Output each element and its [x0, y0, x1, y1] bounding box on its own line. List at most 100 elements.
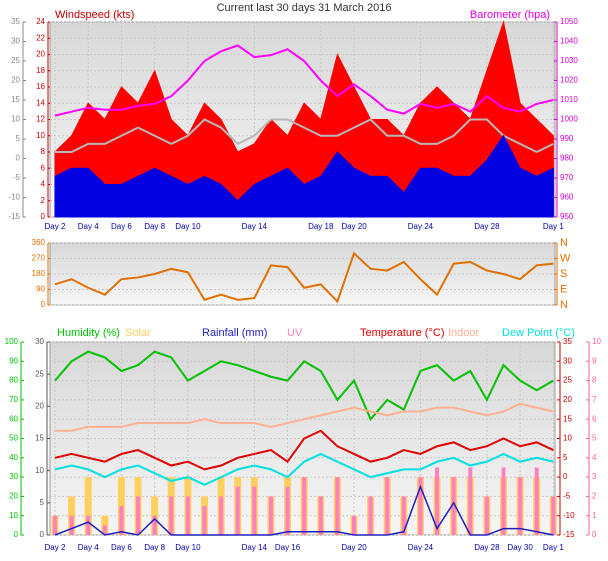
y-tick-label: 360 — [32, 238, 46, 247]
y-tick-label: 40 — [9, 453, 18, 462]
x-tick-label: Day 16 — [275, 543, 301, 552]
series-line — [54, 118, 554, 154]
y3-tick-label: 10 — [35, 466, 44, 475]
series-bar — [435, 467, 440, 535]
legend-label: UV — [287, 327, 303, 339]
y2-tick-label: 990 — [560, 134, 574, 143]
x-tick-label: Day 28 — [474, 543, 500, 552]
y-tick-label: 10 — [36, 131, 45, 140]
y3-tick-label: 15 — [35, 434, 44, 443]
y2-tick-label: 970 — [560, 173, 574, 182]
series-area — [54, 134, 554, 218]
y-tick-label: 22 — [36, 33, 45, 42]
x-tick-label: Day 24 — [408, 222, 434, 231]
y2-tick-label: N — [560, 299, 568, 311]
y-tick-label: 20 — [36, 50, 45, 59]
series-bar — [202, 506, 207, 535]
y2-tick-label: N — [560, 237, 568, 249]
y4-tick-label: 3 — [592, 472, 597, 481]
y-tick-label: 12 — [36, 115, 45, 124]
y2-tick-label: 20 — [563, 395, 572, 404]
series-bar — [302, 477, 307, 535]
series-line — [54, 44, 554, 117]
y-tick-label: 18 — [36, 66, 45, 75]
y2-tick-label: E — [560, 283, 567, 295]
y4-tick-label: 9 — [592, 356, 597, 365]
y2-tick-label: -10 — [563, 511, 575, 520]
y2-tick-label: 15 — [563, 414, 572, 423]
y4-tick-label: 1 — [592, 511, 597, 520]
y-tick-label: 24 — [36, 17, 45, 26]
series-bar — [401, 496, 406, 535]
series-bar — [351, 515, 356, 535]
x-tick-label: Day 1 — [543, 222, 564, 231]
y2-tick-label: 5 — [563, 453, 568, 462]
y-tick-label: 60 — [9, 414, 18, 423]
y4-tick-label: 6 — [592, 414, 597, 423]
y3-tick-label: -15 — [8, 212, 20, 221]
series-bar — [501, 467, 506, 535]
series-bar — [468, 467, 473, 535]
y3-tick-label: -10 — [8, 193, 20, 202]
y-tick-label: 2 — [41, 196, 46, 205]
y4-tick-label: 8 — [592, 376, 597, 385]
y3-tick-label: 15 — [11, 95, 20, 104]
y3-tick-label: 35 — [11, 17, 20, 26]
x-tick-label: Day 24 — [408, 543, 434, 552]
x-tick-label: Day 14 — [242, 543, 268, 552]
series-bar — [484, 496, 489, 535]
y4-tick-label: 2 — [592, 492, 597, 501]
y2-axis-label: Barometer (hpa) — [470, 9, 550, 21]
series-bar — [102, 525, 107, 535]
y3-tick-label: 5 — [16, 134, 21, 143]
y2-tick-label: 980 — [560, 154, 574, 163]
y3-tick-label: 0 — [40, 530, 45, 539]
series-bar — [219, 496, 224, 535]
y-tick-label: 30 — [9, 472, 18, 481]
y3-tick-label: 30 — [35, 337, 44, 346]
series-bar — [185, 496, 190, 535]
x-tick-label: Day 6 — [111, 222, 132, 231]
series-bar — [385, 477, 390, 535]
y3-tick-label: 5 — [40, 498, 45, 507]
y-tick-label: 270 — [32, 254, 46, 263]
y3-tick-label: 0 — [16, 154, 21, 163]
series-line — [54, 251, 554, 304]
y3-tick-label: 25 — [35, 369, 44, 378]
y-tick-label: 180 — [32, 269, 46, 278]
series-line — [54, 402, 554, 432]
y2-tick-label: S — [560, 268, 567, 280]
chart-title: Current last 30 days 31 March 2016 — [217, 2, 392, 14]
y2-tick-label: -15 — [563, 530, 575, 539]
x-tick-label: Day 20 — [341, 543, 367, 552]
legend-label: Solar — [125, 327, 151, 339]
series-bar — [86, 515, 91, 535]
y-tick-label: 100 — [5, 337, 19, 346]
legend-label: Indoor — [448, 327, 480, 339]
y2-tick-label: 1050 — [560, 17, 578, 26]
series-line — [54, 484, 554, 536]
series-bar — [84, 477, 92, 535]
y2-tick-label: 25 — [563, 376, 572, 385]
x-tick-label: Day 4 — [78, 543, 99, 552]
y-tick-label: 4 — [41, 180, 46, 189]
y2-tick-label: 1000 — [560, 115, 578, 124]
legend-label: Humidity (%) — [57, 327, 120, 339]
x-tick-label: Day 4 — [78, 222, 99, 231]
y4-tick-label: 5 — [592, 434, 597, 443]
x-tick-label: Day 28 — [474, 222, 500, 231]
y2-tick-label: 35 — [563, 337, 572, 346]
y3-tick-label: 20 — [35, 401, 44, 410]
y2-tick-label: -5 — [563, 492, 571, 501]
series-bar — [152, 515, 157, 535]
y4-tick-label: 10 — [592, 337, 601, 346]
x-tick-label: Day 6 — [111, 543, 132, 552]
x-tick-label: Day 1 — [543, 543, 564, 552]
series-line — [54, 350, 554, 422]
series-bar — [268, 496, 273, 535]
y3-tick-label: 20 — [11, 76, 20, 85]
y3-tick-label: 25 — [11, 56, 20, 65]
y2-tick-label: 1010 — [560, 95, 578, 104]
x-tick-label: Day 2 — [45, 543, 66, 552]
